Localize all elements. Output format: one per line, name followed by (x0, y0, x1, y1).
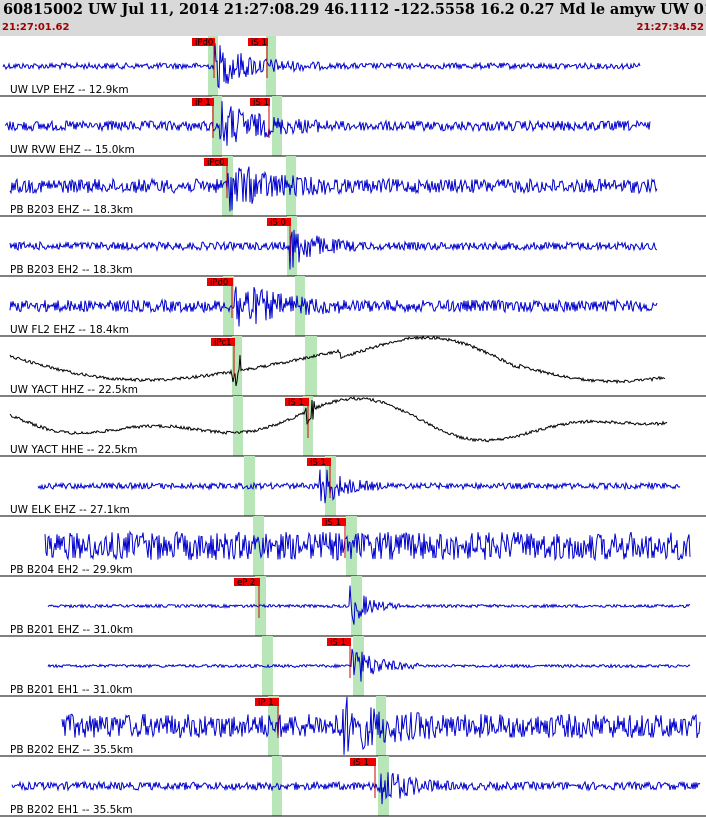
pick-marker[interactable] (192, 38, 215, 46)
pick-window (223, 276, 234, 336)
window-start-time: 21:27:01.62 (2, 22, 70, 33)
trace-row[interactable]: iPc1 UW YACT HHZ -- 22.5km (0, 334, 706, 397)
event-summary-title: 60815002 UW Jul 11, 2014 21:27:08.29 46.… (3, 1, 706, 18)
pick-marker[interactable] (250, 98, 270, 106)
trace-row[interactable]: iS 1 UW YACT HHE -- 22.5km (0, 396, 706, 457)
trace-row[interactable]: iP 1 iS 1 UW RVW EHZ -- 15.0km (0, 96, 706, 157)
trace-row[interactable]: iPd0 iS 1 UW LVP EHZ -- 12.9km (0, 36, 706, 97)
trace-row[interactable]: eP 2 PB B201 EHZ -- 31.0km (0, 576, 706, 637)
station-label: UW FL2 EHZ -- 18.4km (10, 324, 129, 336)
waveform-trace (47, 585, 691, 625)
station-label: PB B203 EH2 -- 18.3km (10, 264, 133, 276)
pick-window (353, 636, 364, 696)
station-label: UW YACT HHE -- 22.5km (10, 444, 137, 456)
station-label: PB B201 EH1 -- 31.0km (10, 684, 133, 696)
trace-row[interactable]: iPd0 UW FL2 EHZ -- 18.4km (0, 276, 706, 337)
pick-marker[interactable] (204, 158, 228, 166)
waveform-trace (61, 696, 701, 755)
pick-window (212, 96, 222, 156)
pick-marker[interactable] (267, 218, 291, 226)
pick-marker[interactable] (285, 398, 309, 406)
pick-label: iPc1 (214, 338, 232, 348)
station-label: UW RVW EHZ -- 15.0km (10, 144, 135, 156)
waveform-trace (9, 286, 658, 327)
pick-window (266, 36, 276, 96)
station-label: PB B202 EHZ -- 35.5km (10, 744, 133, 756)
station-label: PB B202 EH1 -- 35.5km (10, 804, 133, 816)
station-label: UW LVP EHZ -- 12.9km (10, 84, 129, 96)
pick-marker[interactable] (327, 638, 351, 646)
waveform-trace (9, 396, 668, 443)
pick-label: iPd0 (195, 38, 213, 48)
pick-window (305, 336, 317, 396)
seismogram-panel[interactable]: iPd0 iS 1 UW LVP EHZ -- 12.9km iP 1 iS 1 UW R… (0, 36, 706, 818)
pick-marker[interactable] (350, 758, 376, 766)
pick-marker[interactable] (248, 38, 268, 46)
trace-row[interactable]: iS 1 PB B202 EH1 -- 35.5km (0, 756, 706, 817)
pick-window (253, 516, 264, 576)
pick-window (376, 696, 386, 756)
pick-label: iS 1 (330, 638, 346, 648)
trace-row[interactable]: iS 0 PB B203 EH2 -- 18.3km (0, 216, 706, 277)
pick-label: iS 1 (310, 458, 326, 468)
pick-marker[interactable] (255, 698, 279, 706)
pick-label: iS 1 (325, 518, 341, 528)
station-label: PB B201 EHZ -- 31.0km (10, 624, 133, 636)
trace-row[interactable]: iP 1 PB B202 EHZ -- 35.5km (0, 696, 706, 757)
trace-row[interactable]: iPc0 PB B203 EHZ -- 18.3km (0, 156, 706, 217)
waveform-trace (11, 772, 701, 805)
pick-marker[interactable] (307, 458, 331, 466)
trace-row[interactable]: iS 1 UW ELK EHZ -- 27.1km (0, 456, 706, 517)
header-bar: 60815002 UW Jul 11, 2014 21:27:08.29 46.… (0, 0, 706, 36)
waveform-trace (2, 43, 641, 89)
pick-label: iPc0 (207, 158, 225, 168)
pick-label: iS 1 (253, 98, 269, 108)
waveform-trace (9, 334, 666, 387)
waveform-trace (4, 101, 651, 146)
pick-marker[interactable] (211, 338, 235, 346)
pick-label: iS 0 (270, 218, 286, 228)
pick-label: iS 1 (353, 758, 369, 768)
waveform-trace (9, 166, 658, 212)
pick-label: iS 1 (288, 398, 304, 408)
station-label: UW YACT HHZ -- 22.5km (10, 384, 138, 396)
pick-marker[interactable] (207, 278, 233, 286)
trace-row[interactable]: iS 1 PB B201 EH1 -- 31.0km (0, 636, 706, 697)
pick-label: iP 1 (258, 698, 274, 708)
pick-window (233, 396, 243, 456)
pick-label: eP 2 (237, 578, 255, 588)
trace-row[interactable]: iS 1 PB B204 EH2 -- 29.9km (0, 516, 706, 577)
station-label: UW ELK EHZ -- 27.1km (10, 504, 130, 516)
pick-window (272, 756, 282, 816)
station-label: PB B203 EHZ -- 18.3km (10, 204, 133, 216)
pick-marker[interactable] (192, 98, 214, 106)
station-label: PB B204 EH2 -- 29.9km (10, 564, 133, 576)
pick-label: iP 1 (195, 98, 211, 108)
waveform-trace (44, 530, 691, 562)
waveform-trace (9, 229, 658, 270)
pick-label: iPd0 (210, 278, 228, 288)
pick-window (268, 696, 279, 756)
pick-window (232, 336, 242, 396)
waveform-trace (37, 469, 681, 504)
pick-window (208, 36, 218, 96)
window-end-time: 21:27:34.52 (636, 22, 704, 33)
waveform-trace (47, 648, 691, 682)
pick-marker[interactable] (234, 578, 260, 586)
pick-label: iS 1 (251, 38, 267, 48)
pick-marker[interactable] (322, 518, 346, 526)
pick-window (255, 576, 266, 636)
pick-window (378, 756, 389, 816)
pick-window (244, 456, 255, 516)
